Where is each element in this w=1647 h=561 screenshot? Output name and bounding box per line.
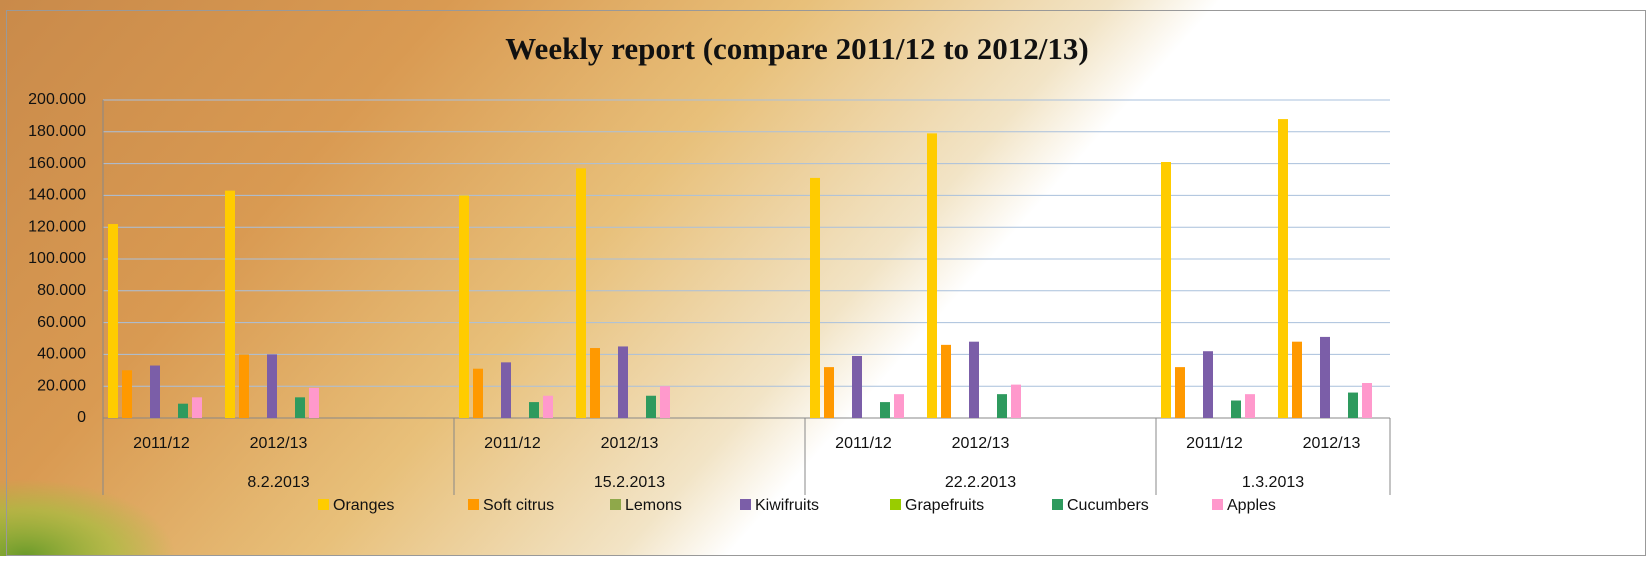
y-tick-label: 0 (77, 409, 86, 426)
legend-swatch (890, 499, 901, 510)
page: {"chart_data": {"type": "bar", "title": … (0, 0, 1647, 556)
legend-swatch (468, 499, 479, 510)
legend-swatch (740, 499, 751, 510)
bar (576, 168, 586, 418)
group-label: 15.2.2013 (594, 474, 665, 491)
x-tick-label: 2011/12 (133, 435, 190, 452)
bar (618, 346, 628, 418)
chart-title: Weekly report (compare 2011/12 to 2012/1… (505, 31, 1088, 66)
bar (880, 402, 890, 418)
bar (178, 404, 188, 418)
bar (1175, 367, 1185, 418)
bar (239, 354, 249, 418)
chart: Weekly report (compare 2011/12 to 2012/1… (0, 0, 1647, 556)
bar (660, 386, 670, 418)
bar (997, 394, 1007, 418)
bar (1161, 162, 1171, 418)
legend-label: Oranges (333, 497, 394, 514)
y-tick-label: 100.000 (28, 250, 86, 267)
legend-label: Soft citrus (483, 497, 554, 514)
bar (1292, 342, 1302, 418)
bar (1203, 351, 1213, 418)
group-label: 22.2.2013 (945, 474, 1016, 491)
legend-swatch (1212, 499, 1223, 510)
y-tick-label: 120.000 (28, 218, 86, 235)
y-tick-label: 40.000 (37, 346, 86, 363)
legend-label: Lemons (625, 497, 682, 514)
legend-swatch (610, 499, 621, 510)
group-label: 1.3.2013 (1242, 474, 1304, 491)
bar (824, 367, 834, 418)
bar (501, 362, 511, 418)
bar (969, 342, 979, 418)
background-accent (0, 300, 500, 556)
legend-label: Cucumbers (1067, 497, 1149, 514)
y-tick-label: 180.000 (28, 123, 86, 140)
bar (459, 195, 469, 418)
x-tick-label: 2011/12 (484, 435, 541, 452)
x-tick-label: 2011/12 (835, 435, 892, 452)
bar (590, 348, 600, 418)
legend-label: Apples (1227, 497, 1276, 514)
bar (941, 345, 951, 418)
x-tick-label: 2012/13 (250, 435, 308, 452)
y-tick-label: 200.000 (28, 91, 86, 108)
bar (1348, 393, 1358, 418)
bar (192, 397, 202, 418)
bar (122, 370, 132, 418)
bar (810, 178, 820, 418)
y-tick-label: 160.000 (28, 155, 86, 172)
bar (150, 366, 160, 418)
bar (894, 394, 904, 418)
bar (267, 354, 277, 418)
bar (1231, 401, 1241, 418)
bar (1011, 385, 1021, 418)
bar (1245, 394, 1255, 418)
legend-label: Kiwifruits (755, 497, 819, 514)
bar (852, 356, 862, 418)
bar (927, 133, 937, 418)
bar (646, 396, 656, 418)
bar (108, 224, 118, 418)
x-tick-label: 2011/12 (1186, 435, 1243, 452)
y-tick-label: 20.000 (37, 377, 86, 394)
x-tick-label: 2012/13 (952, 435, 1010, 452)
x-tick-label: 2012/13 (1303, 435, 1361, 452)
y-tick-label: 80.000 (37, 282, 86, 299)
bar (1278, 119, 1288, 418)
y-tick-label: 60.000 (37, 314, 86, 331)
bar (295, 397, 305, 418)
legend-label: Grapefruits (905, 497, 984, 514)
bar (543, 396, 553, 418)
bar (309, 388, 319, 418)
y-tick-label: 140.000 (28, 187, 86, 204)
bar (473, 369, 483, 418)
x-tick-label: 2012/13 (601, 435, 659, 452)
group-label: 8.2.2013 (247, 474, 309, 491)
bar (1362, 383, 1372, 418)
bar (529, 402, 539, 418)
legend-swatch (1052, 499, 1063, 510)
legend-swatch (318, 499, 329, 510)
bar (1320, 337, 1330, 418)
bar (225, 191, 235, 418)
